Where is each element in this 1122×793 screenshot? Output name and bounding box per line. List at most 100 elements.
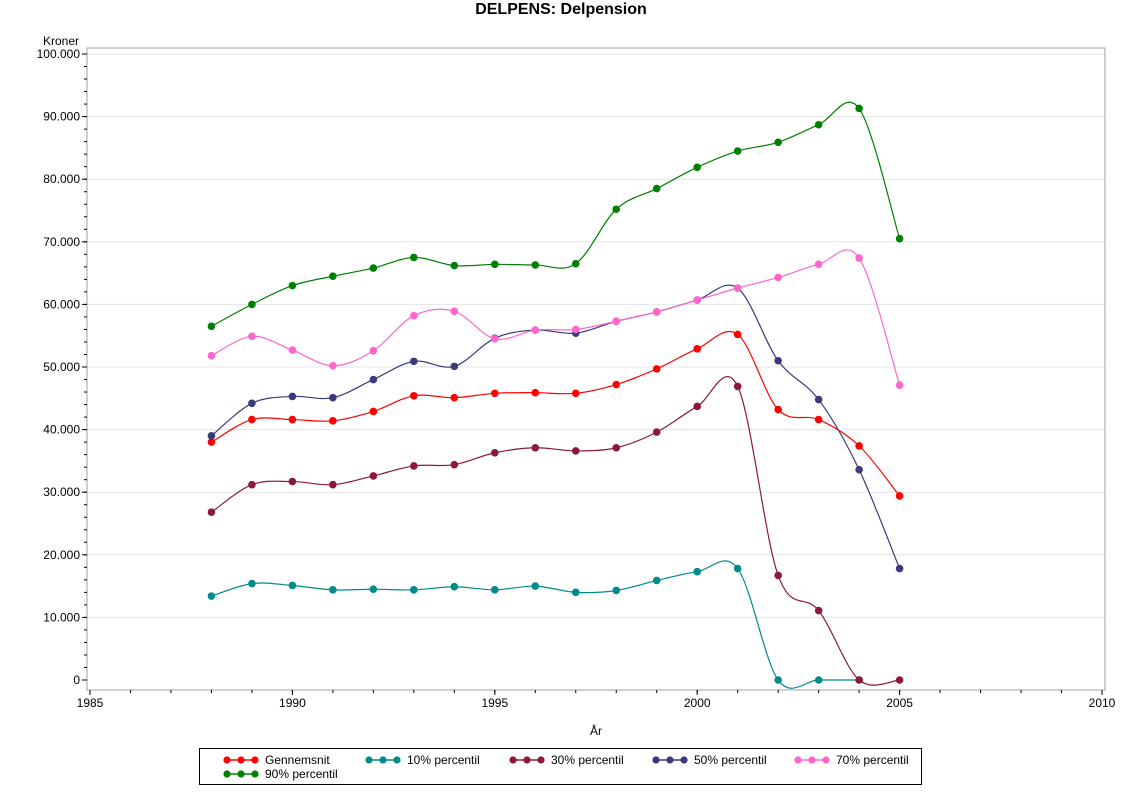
data-point (491, 389, 499, 398)
data-point (895, 492, 904, 500)
data-point (733, 284, 742, 292)
data-point (733, 564, 742, 573)
data-point (531, 261, 540, 269)
data-point (612, 205, 621, 214)
data-point (450, 261, 459, 270)
y-tick-label: 20.000 (43, 548, 80, 562)
data-point (288, 346, 297, 354)
series-70-percentil (207, 249, 904, 389)
data-point (288, 281, 297, 290)
data-point (652, 365, 661, 373)
legend-symbol (794, 756, 830, 764)
data-point (369, 585, 378, 594)
data-point (410, 462, 418, 470)
data-point (855, 465, 863, 474)
data-point (450, 460, 459, 469)
data-point (248, 480, 256, 489)
data-point (450, 393, 459, 402)
legend-label: 70% percentil (836, 753, 909, 767)
data-point (207, 438, 216, 446)
x-tick-label: 1985 (77, 696, 104, 710)
data-point (369, 264, 378, 272)
data-point (450, 307, 459, 316)
data-point (774, 356, 782, 365)
data-point (329, 417, 337, 425)
data-point (207, 432, 216, 440)
data-point (329, 480, 337, 489)
data-point (531, 326, 540, 334)
data-point (855, 254, 863, 262)
data-point (774, 273, 782, 282)
series-30-percentil (207, 376, 904, 686)
data-point (814, 260, 823, 269)
data-point (571, 588, 580, 597)
data-point (571, 325, 580, 334)
series-line (211, 331, 901, 497)
data-point (410, 357, 418, 366)
x-tick-label: 2010 (1089, 696, 1116, 710)
legend-label: 30% percentil (551, 753, 624, 767)
data-point (288, 415, 297, 424)
data-point (814, 676, 823, 684)
data-point (652, 576, 661, 585)
data-point (693, 345, 701, 353)
data-point (814, 120, 823, 129)
data-point (612, 317, 621, 326)
series-50-percentil (207, 284, 904, 573)
data-point (693, 567, 701, 576)
data-point (329, 272, 337, 281)
data-point (774, 676, 782, 684)
series-line (211, 560, 860, 689)
legend: Gennemsnit 10% percentil 30% percentil 50% … (199, 748, 922, 785)
data-point (895, 234, 904, 243)
series-line (211, 249, 901, 386)
y-axis-label: Kroner (43, 34, 79, 48)
chart-title: DELPENS: Delpension (475, 1, 647, 18)
data-point (369, 472, 378, 480)
data-point (895, 381, 904, 389)
legend-label: 50% percentil (694, 753, 767, 767)
y-tick-label: 0 (73, 673, 80, 687)
data-point (288, 477, 297, 486)
legend-label: 90% percentil (265, 767, 338, 781)
data-point (612, 380, 621, 389)
data-point (248, 399, 256, 408)
y-tick-label: 90.000 (43, 110, 80, 124)
data-point (652, 428, 661, 436)
series-10-percentil (207, 560, 863, 689)
data-point (733, 382, 742, 391)
data-point (369, 346, 378, 355)
data-point (248, 300, 256, 309)
data-point (207, 508, 216, 517)
data-point (329, 361, 337, 370)
data-point (248, 415, 256, 424)
y-tick-label: 80.000 (43, 172, 80, 186)
x-tick-label: 2005 (886, 696, 913, 710)
legend-label: 10% percentil (407, 753, 480, 767)
data-point (491, 586, 499, 594)
legend-symbol (223, 756, 259, 764)
data-point (491, 448, 499, 457)
data-point (612, 586, 621, 595)
data-point (329, 586, 337, 594)
x-axis-label: År (590, 723, 602, 738)
y-tick-label: 10.000 (43, 610, 80, 624)
data-point (491, 260, 499, 269)
series-90-percentil (207, 101, 904, 331)
x-tick-label: 1990 (279, 696, 306, 710)
data-point (733, 330, 742, 339)
data-point (207, 351, 216, 360)
data-point (369, 375, 378, 384)
x-tick-label: 2000 (684, 696, 711, 710)
data-point (814, 606, 823, 615)
data-point (693, 163, 701, 172)
x-tick-label: 1995 (481, 696, 508, 710)
data-point (774, 405, 782, 414)
data-point (774, 571, 782, 580)
data-point (491, 335, 499, 343)
data-point (207, 592, 216, 600)
data-point (855, 104, 863, 113)
y-tick-label: 30.000 (43, 485, 80, 499)
data-point (450, 582, 459, 591)
